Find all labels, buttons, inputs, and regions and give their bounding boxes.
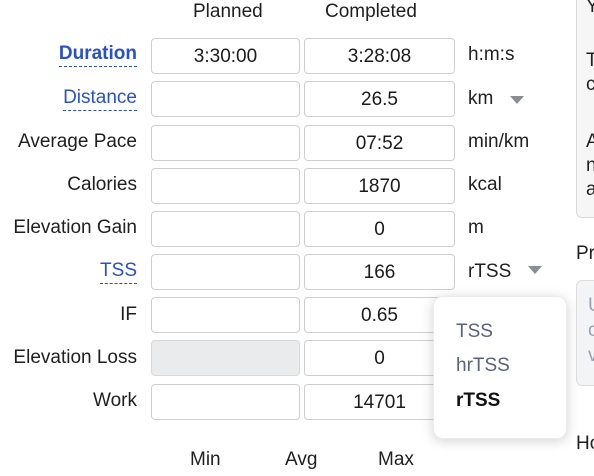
rtss-option[interactable]: rTSS bbox=[456, 390, 501, 411]
duration-planned-input[interactable]: 3:30:00 bbox=[151, 38, 300, 74]
elevation-loss-label: Elevation Loss bbox=[13, 347, 137, 368]
how-label: Ho bbox=[576, 433, 594, 454]
average-pace-unit: min/km bbox=[468, 131, 530, 152]
elevation-loss-planned-input bbox=[151, 340, 300, 376]
elevation-gain-planned-input[interactable] bbox=[151, 211, 300, 247]
calories-planned-input[interactable] bbox=[151, 168, 300, 204]
average-pace-planned-input[interactable] bbox=[151, 125, 300, 161]
tss-option[interactable]: TSS bbox=[456, 321, 493, 342]
min-label: Min bbox=[190, 449, 221, 470]
elevation-gain-completed-input[interactable]: 0 bbox=[304, 211, 455, 247]
panel-text-line-1: T bbox=[586, 50, 594, 71]
distance-unit-chevron-down-icon[interactable] bbox=[510, 96, 524, 104]
elevation-loss-completed-input[interactable]: 0 bbox=[304, 340, 455, 376]
panel-text-line-4: n bbox=[586, 155, 594, 176]
tss-unit-select[interactable]: rTSS bbox=[468, 261, 512, 282]
private-notes-label: Pr bbox=[576, 243, 594, 264]
avg-label: Avg bbox=[285, 449, 318, 470]
work-completed-input[interactable]: 14701 bbox=[304, 384, 455, 420]
tss-type-dropdown-menu: TSS hrTSS rTSS bbox=[433, 296, 567, 439]
duration-completed-input[interactable]: 3:28:08 bbox=[304, 38, 455, 74]
tss-unit-chevron-down-icon[interactable] bbox=[528, 266, 542, 274]
completed-header: Completed bbox=[325, 1, 417, 22]
calories-completed-input[interactable]: 1870 bbox=[304, 168, 455, 204]
if-label: IF bbox=[120, 304, 137, 325]
tss-planned-input[interactable] bbox=[151, 254, 300, 290]
notes-placeholder-line-3: v bbox=[588, 345, 594, 366]
distance-label[interactable]: Distance bbox=[63, 87, 137, 111]
max-label: Max bbox=[378, 449, 414, 470]
panel-text-line-2: c bbox=[586, 74, 594, 95]
panel-text-top: Y bbox=[586, 0, 594, 17]
distance-unit-select[interactable]: km bbox=[468, 88, 494, 109]
panel-text-line-3: A bbox=[586, 131, 594, 152]
work-label: Work bbox=[93, 390, 137, 411]
if-planned-input[interactable] bbox=[151, 297, 300, 333]
calories-unit: kcal bbox=[468, 174, 502, 195]
average-pace-completed-input[interactable]: 07:52 bbox=[304, 125, 455, 161]
panel-text-line-5: a bbox=[586, 179, 594, 200]
distance-planned-input[interactable] bbox=[151, 81, 300, 117]
tss-completed-input[interactable]: 166 bbox=[304, 254, 455, 290]
duration-unit: h:m:s bbox=[468, 44, 515, 65]
elevation-gain-unit: m bbox=[468, 217, 484, 238]
elevation-gain-label: Elevation Gain bbox=[13, 217, 137, 238]
description-panel[interactable] bbox=[576, 0, 594, 218]
if-completed-input[interactable]: 0.65 bbox=[304, 297, 455, 333]
notes-placeholder-line-1: U bbox=[588, 295, 594, 317]
average-pace-label: Average Pace bbox=[17, 131, 137, 152]
tss-label[interactable]: TSS bbox=[100, 260, 137, 284]
calories-label: Calories bbox=[67, 174, 137, 195]
duration-label[interactable]: Duration bbox=[58, 43, 137, 67]
planned-header: Planned bbox=[193, 1, 263, 22]
distance-completed-input[interactable]: 26.5 bbox=[304, 81, 455, 117]
private-notes-input[interactable] bbox=[576, 280, 594, 386]
work-planned-input[interactable] bbox=[151, 384, 300, 420]
notes-placeholder-line-2: c bbox=[588, 320, 594, 341]
hrtss-option[interactable]: hrTSS bbox=[456, 355, 510, 376]
